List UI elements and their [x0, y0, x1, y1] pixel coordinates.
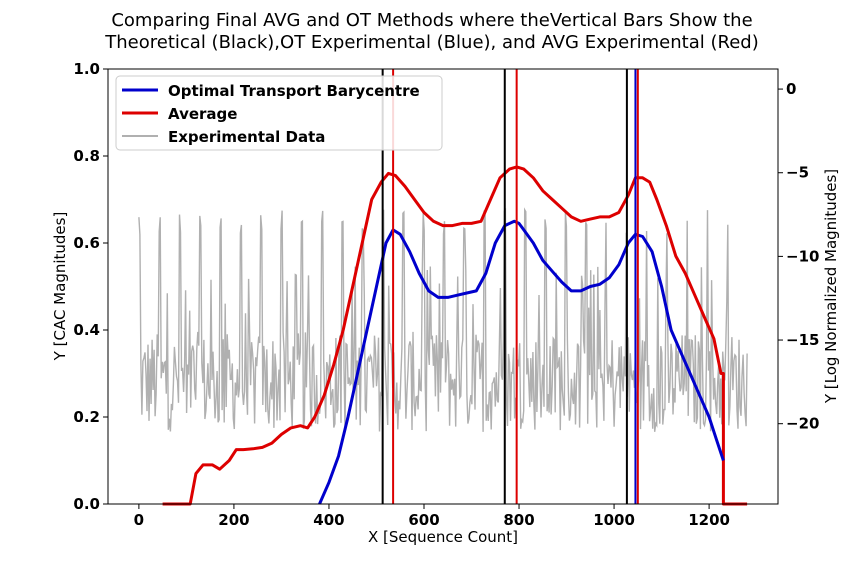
- left-y-tick-label: 0.8: [73, 147, 100, 165]
- chart-title-line-1: Comparing Final AVG and OT Methods where…: [111, 10, 752, 31]
- left-y-tick-label: 0.2: [73, 408, 100, 426]
- x-tick-label: 600: [408, 511, 439, 529]
- left-y-axis-label: Y [CAC Magnitudes]: [51, 212, 69, 362]
- legend-label-ot: Optimal Transport Barycentre: [168, 82, 420, 100]
- right-y-tick-label: −20: [786, 415, 819, 433]
- x-tick-label: 200: [218, 511, 249, 529]
- x-tick-label: 0: [134, 511, 144, 529]
- right-y-tick-label: −10: [786, 247, 819, 265]
- x-tick-label: 400: [313, 511, 344, 529]
- x-tick-label: 800: [503, 511, 534, 529]
- left-y-tick-label: 0.6: [73, 234, 100, 252]
- legend-label-experimental: Experimental Data: [168, 128, 325, 146]
- x-tick-label: 1000: [593, 511, 635, 529]
- x-axis-ticks: 0 200 400 600 800 1000 1200: [134, 504, 730, 529]
- legend-box: [115, 75, 443, 151]
- chart-title-line-2: Theoretical (Black),OT Experimental (Blu…: [104, 32, 758, 53]
- plot-frame: [107, 68, 779, 505]
- series-average-line: [162, 165, 748, 506]
- left-y-axis-ticks: 0.0 0.2 0.4 0.6 0.8 1.0: [73, 60, 108, 513]
- right-y-axis-label: Y [Log Normalized Magnitudes]: [822, 169, 840, 404]
- series-ot-barycentre-line: [318, 219, 725, 505]
- right-y-tick-label: −15: [786, 331, 819, 349]
- legend-label-average: Average: [168, 105, 237, 123]
- left-y-tick-label: 0.0: [73, 495, 100, 513]
- right-y-axis-ticks: 0 −5 −10 −15 −20: [778, 80, 819, 433]
- series-layer: [138, 165, 748, 506]
- right-y-tick-label: −5: [786, 164, 809, 182]
- x-axis-label: X [Sequence Count]: [368, 528, 518, 546]
- left-y-tick-label: 1.0: [73, 60, 100, 78]
- right-y-tick-label: 0: [786, 80, 796, 98]
- left-y-tick-label: 0.4: [73, 321, 100, 339]
- x-tick-label: 1200: [688, 511, 730, 529]
- legend: Optimal Transport Barycentre Average Exp…: [115, 75, 443, 151]
